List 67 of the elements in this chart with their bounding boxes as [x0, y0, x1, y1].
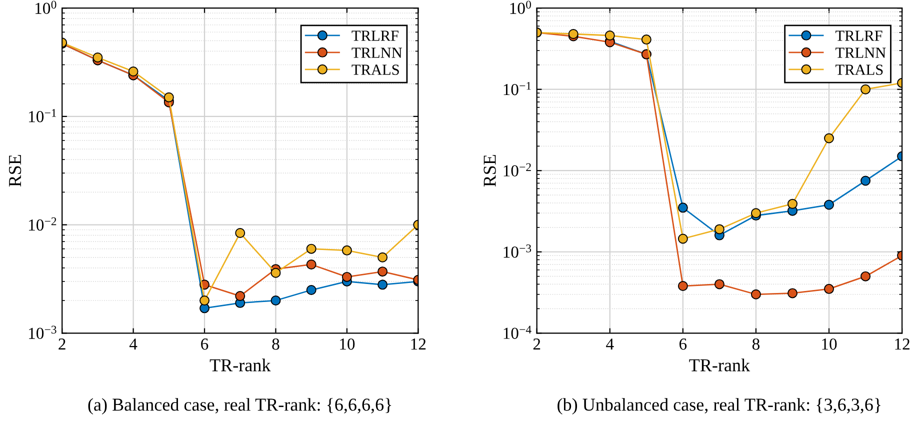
point — [164, 92, 174, 102]
legend-label: TRALS — [352, 64, 399, 75]
y-tick-label: 10$^{−4}$ — [504, 326, 532, 339]
point — [568, 28, 578, 39]
point — [378, 252, 388, 262]
x-tick-label: 12 — [895, 338, 910, 350]
point — [824, 200, 834, 210]
x-axis-title: TR-rank — [210, 358, 271, 372]
point — [678, 234, 688, 244]
y-tick-label: 10$^{0}$ — [36, 0, 56, 14]
x-tick-label: 10 — [822, 338, 837, 350]
point — [860, 176, 871, 186]
point — [860, 271, 871, 282]
point — [824, 284, 834, 294]
x-tick-label: 2 — [58, 338, 66, 350]
y-tick-label: 10$^{0}$ — [510, 0, 532, 14]
x-axis-title: TR-rank — [689, 358, 750, 372]
point — [342, 245, 352, 256]
point — [604, 30, 615, 40]
x-tick-label: 6 — [201, 338, 208, 350]
x-tick-label: 12 — [411, 338, 426, 350]
point — [92, 52, 103, 62]
x-tick-label: 8 — [272, 338, 280, 350]
point — [378, 280, 388, 290]
point — [678, 202, 688, 213]
point — [235, 228, 246, 238]
point — [270, 296, 281, 306]
point — [200, 296, 210, 306]
point — [787, 198, 798, 209]
text: (a) Balanced case, real TR-rank: {6,6,6,6} — [88, 398, 392, 414]
text: (b) Unbalanced case, real TR-rank: {3,6,3,6} — [558, 398, 880, 414]
point — [128, 66, 138, 76]
y-tick-label: 10$^{−1}$ — [29, 109, 56, 122]
legend-label: TRLNN — [352, 48, 402, 58]
legend-label: TRALS — [836, 64, 883, 75]
y-axis-title: RSE — [484, 154, 496, 187]
point — [641, 34, 652, 45]
x-tick-label: 4 — [129, 338, 138, 350]
point — [860, 84, 871, 94]
y-axis-title: RSE — [8, 154, 22, 187]
legend-label: TRLRF — [352, 30, 398, 41]
point — [342, 272, 352, 282]
point — [678, 281, 688, 292]
y-tick-label: 10$^{−2}$ — [29, 217, 56, 231]
x-tick-label: 6 — [679, 338, 687, 350]
y-tick-label: 10$^{−1}$ — [504, 82, 531, 96]
point — [750, 289, 761, 300]
point — [270, 268, 281, 278]
point — [787, 288, 798, 298]
x-tick-label: 2 — [533, 338, 540, 350]
y-tick-label: 10$^{−3}$ — [504, 244, 532, 258]
point — [235, 291, 246, 302]
x-tick-label: 10 — [340, 338, 355, 350]
x-tick-label: 4 — [606, 338, 614, 350]
point — [750, 208, 761, 218]
legend-label: TRLNN — [836, 48, 886, 58]
point — [824, 133, 834, 144]
point — [306, 285, 316, 296]
point — [378, 266, 388, 277]
point — [714, 279, 724, 290]
point — [306, 260, 316, 270]
y-tick-label: 10$^{−2}$ — [504, 163, 531, 176]
point — [714, 224, 724, 234]
x-tick-label: 8 — [752, 338, 760, 350]
legend-label: TRLRF — [836, 30, 882, 41]
y-tick-label: 10$^{−3}$ — [29, 326, 56, 339]
point — [306, 244, 316, 254]
